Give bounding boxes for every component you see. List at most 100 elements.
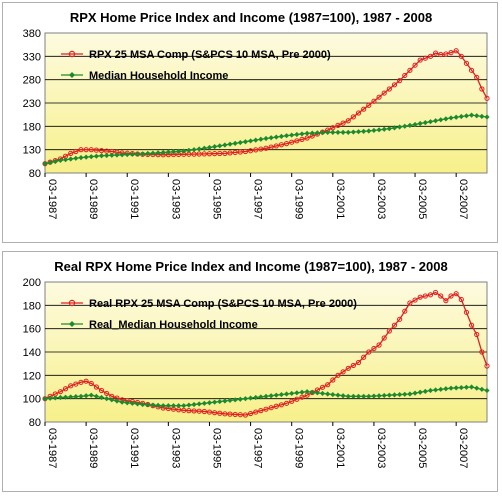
data-point (474, 74, 480, 80)
data-point (140, 151, 146, 157)
data-point (83, 154, 89, 160)
data-point (160, 149, 166, 156)
data-point (407, 67, 413, 73)
data-point (391, 322, 398, 328)
data-point (340, 393, 346, 399)
data-point (350, 393, 356, 399)
data-point (232, 411, 238, 418)
data-point (289, 398, 295, 404)
data-point (350, 129, 356, 135)
data-point (155, 402, 161, 408)
data-point (253, 147, 259, 153)
data-point (355, 393, 362, 399)
data-point (412, 121, 418, 128)
data-point (98, 394, 105, 401)
data-point (325, 129, 331, 135)
data-point (299, 131, 305, 137)
chart-title: Real RPX Home Price Index and Income (19… (54, 259, 447, 274)
data-point (427, 53, 434, 59)
data-point (114, 152, 120, 158)
data-point (433, 50, 439, 56)
data-point (206, 144, 213, 151)
data-point (350, 362, 356, 369)
data-point (57, 394, 64, 401)
data-point (448, 115, 454, 121)
data-point (294, 131, 300, 138)
data-point (268, 393, 274, 399)
y-tick-label: 380 (23, 28, 41, 40)
data-point (314, 390, 320, 396)
data-point (227, 150, 233, 156)
data-point (268, 135, 274, 141)
data-point (242, 412, 249, 418)
y-tick-label: 200 (23, 277, 41, 289)
data-point (232, 140, 238, 146)
data-point (186, 147, 192, 153)
data-point (78, 379, 84, 385)
x-tick-label: 03-1991 (128, 428, 140, 468)
data-point (268, 144, 274, 150)
x-tick-label: 03-2003 (375, 179, 387, 219)
x-tick-label: 03-1989 (87, 428, 99, 468)
data-point (417, 294, 423, 300)
data-point (47, 395, 53, 401)
data-point (191, 408, 197, 414)
legend: RPX 25 MSA Comp (S&PCS 10 MSA, Pre 2000)… (61, 49, 331, 82)
data-point (453, 291, 459, 297)
data-point (366, 128, 372, 134)
data-point (73, 394, 79, 400)
data-point (68, 156, 74, 162)
data-point (386, 328, 392, 334)
x-tick-label: 03-1989 (87, 179, 99, 219)
legend-swatch-marker (68, 299, 76, 307)
data-point (263, 135, 269, 142)
data-point (283, 133, 290, 139)
data-point (468, 112, 475, 118)
data-point (366, 349, 372, 355)
data-point (427, 119, 434, 125)
y-tick-label: 120 (23, 370, 41, 382)
y-tick-label: 180 (23, 300, 41, 312)
data-point (283, 141, 290, 147)
data-point (134, 151, 141, 157)
data-point (217, 150, 223, 157)
data-point (294, 138, 300, 144)
data-point (212, 151, 218, 157)
data-point (212, 144, 218, 150)
data-point (386, 126, 392, 132)
data-point (438, 117, 444, 123)
data-point (278, 402, 285, 408)
data-point (433, 118, 439, 124)
y-tick-label: 160 (23, 324, 41, 336)
data-point (479, 113, 485, 119)
x-tick-label: 03-1995 (210, 179, 222, 219)
data-point (453, 385, 459, 391)
bottom-chart-svg: Real RPX Home Price Index and Income (19… (23, 259, 490, 468)
data-point (237, 412, 243, 418)
data-point (155, 150, 161, 156)
data-point (443, 116, 449, 122)
data-point (468, 384, 475, 390)
data-point (294, 396, 300, 402)
data-point (299, 136, 305, 142)
data-point (119, 152, 125, 158)
data-point (212, 410, 218, 416)
data-point (458, 53, 464, 59)
data-point (458, 113, 464, 120)
data-point (206, 400, 213, 406)
data-point (309, 389, 315, 395)
data-point (170, 149, 177, 155)
x-tick-label: 03-2001 (334, 428, 346, 468)
x-tick-label: 03-1987 (46, 428, 58, 468)
data-point (201, 145, 207, 151)
data-point (319, 384, 326, 390)
data-point (289, 132, 295, 138)
data-point (381, 126, 387, 132)
data-point (453, 48, 459, 54)
x-tick-label: 03-1987 (46, 179, 58, 219)
data-point (253, 394, 259, 401)
data-point (448, 50, 454, 56)
data-point (278, 142, 285, 148)
bottom-chart-panel: Real RPX Home Price Index and Income (19… (2, 251, 498, 492)
data-point (247, 148, 254, 154)
